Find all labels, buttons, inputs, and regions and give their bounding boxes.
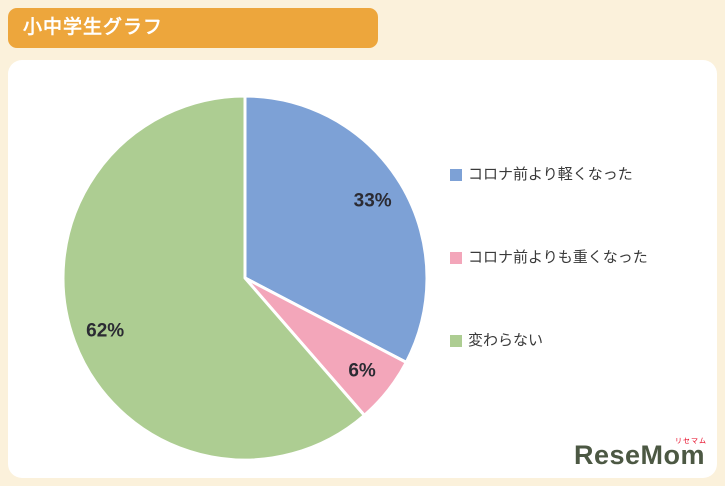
legend-swatch bbox=[450, 252, 462, 264]
pie-chart: 33% 6% 62% bbox=[61, 94, 429, 462]
page-title: 小中学生グラフ bbox=[8, 8, 378, 48]
pie-slice-2 bbox=[61, 94, 366, 462]
legend-label: コロナ前よりも重くなった bbox=[468, 249, 648, 266]
resemom-logo-text: ReseMom bbox=[573, 440, 705, 470]
pie-slice-value-label: 6% bbox=[348, 361, 376, 382]
pie-slice-0 bbox=[243, 94, 429, 364]
legend-item: コロナ前より軽くなった bbox=[450, 165, 648, 185]
resemom-logo: ReseMom リセマム bbox=[573, 438, 706, 474]
pie-slice-value-label: 33% bbox=[354, 191, 392, 212]
legend-item: コロナ前よりも重くなった bbox=[450, 248, 648, 268]
legend-swatch bbox=[450, 335, 462, 347]
legend-item: 変わらない bbox=[450, 331, 648, 351]
chart-card: 33% 6% 62% コロナ前より軽くなった コロナ前よりも重くなった 変わらない Re… bbox=[8, 60, 717, 478]
legend-swatch bbox=[450, 169, 462, 181]
legend-label: コロナ前より軽くなった bbox=[468, 166, 633, 183]
legend-label: 変わらない bbox=[468, 332, 544, 349]
resemom-logo-katakana: リセマム bbox=[675, 438, 707, 445]
legend: コロナ前より軽くなった コロナ前よりも重くなった 変わらない bbox=[450, 165, 648, 351]
pie-slice-value-label: 62% bbox=[86, 320, 124, 341]
